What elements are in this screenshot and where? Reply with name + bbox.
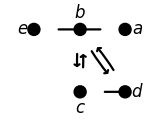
Text: $b$: $b$	[74, 4, 86, 22]
Circle shape	[119, 23, 131, 35]
Text: $c$: $c$	[75, 100, 86, 117]
Circle shape	[74, 23, 86, 35]
Text: $a$: $a$	[132, 21, 143, 38]
Circle shape	[119, 86, 131, 98]
Text: $e$: $e$	[17, 21, 28, 38]
Circle shape	[74, 86, 86, 98]
Text: $d$: $d$	[131, 83, 144, 101]
Circle shape	[28, 23, 40, 35]
